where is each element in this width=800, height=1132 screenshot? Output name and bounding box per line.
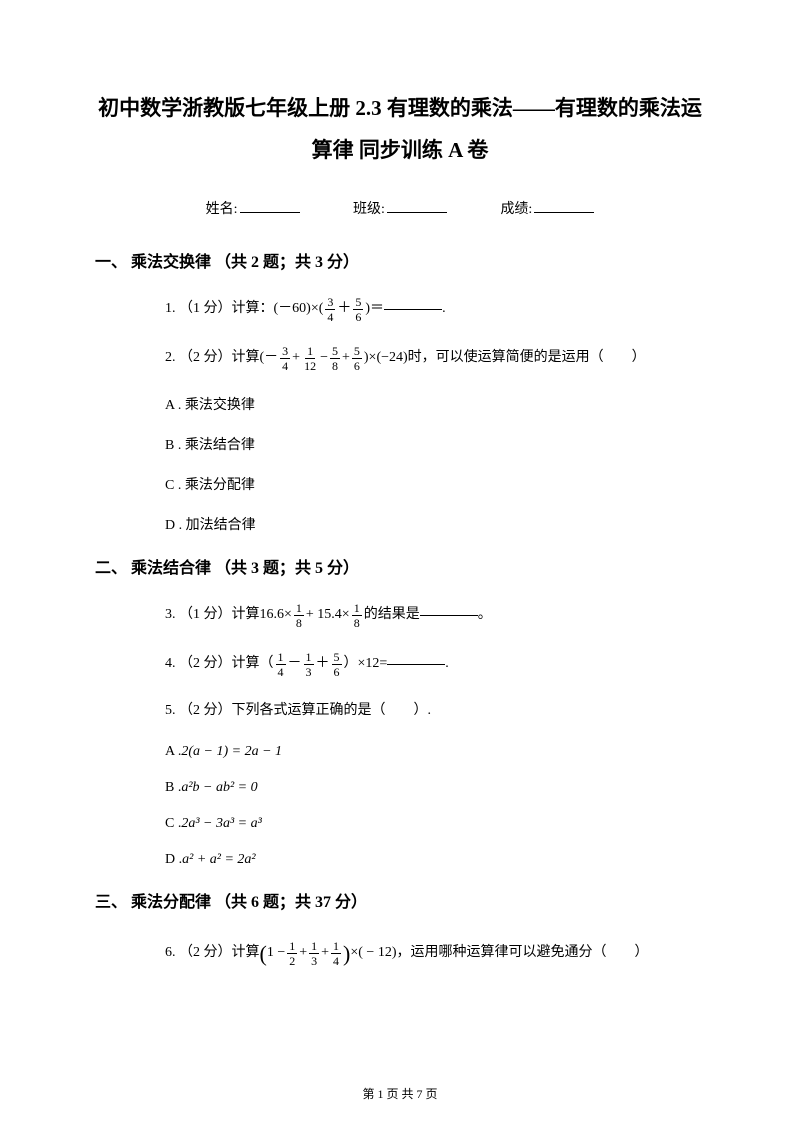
q3-expr-a: 16.6× xyxy=(260,604,292,626)
q6-prefix: 6. （2 分）计算 xyxy=(165,942,260,964)
question-1: 1. （1 分）计算：(－60)×( 34 ＋ 56 )＝ . xyxy=(165,296,705,323)
score-label: 成绩: xyxy=(500,202,532,217)
q6-fraction1: 12 xyxy=(287,940,297,967)
q5-option-c[interactable]: C . 2a³ − 3a³ = a³ xyxy=(165,816,705,832)
q1-plus: ＋ xyxy=(337,298,351,320)
q4-answer-blank[interactable] xyxy=(387,664,445,665)
q6-fraction3: 14 xyxy=(331,940,341,967)
question-2: 2. （2 分）计算(－ 34 + 112 − 58 + 56 )×(−24)时… xyxy=(165,345,705,372)
question-4: 4. （2 分）计算（ 14 － 13 ＋ 56 ）×12= . xyxy=(165,651,705,678)
page-title-line1: 初中数学浙教版七年级上册 2.3 有理数的乘法——有理数的乘法运 xyxy=(95,90,705,128)
q4-fraction3: 56 xyxy=(332,651,342,678)
q6-rparen: ) xyxy=(343,936,350,971)
q4-m1: － xyxy=(288,653,302,675)
q2-option-c[interactable]: C . 乘法分配律 xyxy=(165,474,705,494)
question-6: 6. （2 分）计算 ( 1 − 12 + 13 + 14 ) ×( − 12)… xyxy=(165,936,705,971)
q4-suffix1: ）×12= xyxy=(344,653,388,675)
q3-suffix2: 。 xyxy=(478,604,492,626)
page-footer: 第 1 页 共 7 页 xyxy=(0,1085,800,1102)
q4-m2: ＋ xyxy=(316,653,330,675)
q3-answer-blank[interactable] xyxy=(420,615,478,616)
q6-expr-d: ×( − 12) xyxy=(350,942,396,964)
q2-option-b[interactable]: B . 乘法结合律 xyxy=(165,434,705,454)
q2-fraction1: 34 xyxy=(280,345,290,372)
q2-p2: − xyxy=(320,347,328,369)
q4-prefix: 4. （2 分）计算（ xyxy=(165,653,274,675)
name-label: 姓名: xyxy=(206,202,238,217)
q6-lparen: ( xyxy=(260,936,267,971)
q2-option-d[interactable]: D . 加法结合律 xyxy=(165,514,705,534)
q2-p3: + xyxy=(342,347,350,369)
q5-c-prefix: C . xyxy=(165,816,181,832)
q6-suffix: ，运用哪种运算律可以避免通分（ ） xyxy=(397,942,649,964)
q1-fraction1: 34 xyxy=(325,296,335,323)
q6-fraction2: 13 xyxy=(309,940,319,967)
score-blank[interactable] xyxy=(534,212,594,213)
q2-suffix: )×(−24)时，可以使运算简便的是运用（ ） xyxy=(364,347,646,369)
name-blank[interactable] xyxy=(240,212,300,213)
q1-prefix: 1. （1 分）计算：(－60)×( xyxy=(165,298,323,320)
section3-header: 三、 乘法分配律 （共 6 题；共 37 分） xyxy=(95,888,705,912)
q3-fraction2: 18 xyxy=(352,602,362,629)
student-info-line: 姓名: 班级: 成绩: xyxy=(95,198,705,218)
question-3: 3. （1 分）计算 16.6× 18 + 15.4× 18 的结果是 。 xyxy=(165,602,705,629)
q3-prefix: 3. （1 分）计算 xyxy=(165,604,260,626)
class-blank[interactable] xyxy=(387,212,447,213)
q4-fraction2: 13 xyxy=(304,651,314,678)
q1-period: . xyxy=(442,298,446,320)
q5-option-b[interactable]: B . a²b − ab² = 0 xyxy=(165,780,705,796)
q3-fraction1: 18 xyxy=(294,602,304,629)
section2-header: 二、 乘法结合律 （共 3 题；共 5 分） xyxy=(95,554,705,578)
q2-prefix: 2. （2 分）计算(－ xyxy=(165,347,278,369)
q6-expr-a: 1 − xyxy=(267,942,285,964)
q4-suffix2: . xyxy=(445,653,449,675)
q6-expr-b: + xyxy=(299,942,307,964)
q5-c-expr: 2a³ − 3a³ = a³ xyxy=(181,816,262,832)
q3-expr-b: + 15.4× xyxy=(306,604,350,626)
question-5: 5. （2 分）下列各式运算正确的是（ ）. xyxy=(165,700,705,722)
q1-suffix: )＝ xyxy=(365,298,384,320)
q5-b-expr: a²b − ab² = 0 xyxy=(181,780,257,796)
q5-d-prefix: D . xyxy=(165,852,182,868)
q5-b-prefix: B . xyxy=(165,780,181,796)
q5-d-expr: a² + a² = 2a² xyxy=(182,852,256,868)
q4-fraction1: 14 xyxy=(276,651,286,678)
q5-option-a[interactable]: A . 2(a − 1) = 2a − 1 xyxy=(165,744,705,760)
q2-fraction3: 58 xyxy=(330,345,340,372)
q6-paren-group: ( 1 − 12 + 13 + 14 ) ×( − 12) xyxy=(260,936,397,971)
q2-fraction4: 56 xyxy=(352,345,362,372)
q1-fraction2: 56 xyxy=(353,296,363,323)
q1-answer-blank[interactable] xyxy=(384,309,442,310)
q3-suffix1: 的结果是 xyxy=(364,604,420,626)
q5-option-d[interactable]: D . a² + a² = 2a² xyxy=(165,852,705,868)
section1-header: 一、 乘法交换律 （共 2 题；共 3 分） xyxy=(95,248,705,272)
q2-option-a[interactable]: A . 乘法交换律 xyxy=(165,394,705,414)
q5-a-expr: 2(a − 1) = 2a − 1 xyxy=(181,744,282,760)
q5-a-prefix: A . xyxy=(165,744,181,760)
page-title-line2: 算律 同步训练 A 卷 xyxy=(95,132,705,170)
q2-p1: + xyxy=(292,347,300,369)
class-label: 班级: xyxy=(353,202,385,217)
q6-expr-c: + xyxy=(321,942,329,964)
q2-fraction2: 112 xyxy=(302,345,318,372)
